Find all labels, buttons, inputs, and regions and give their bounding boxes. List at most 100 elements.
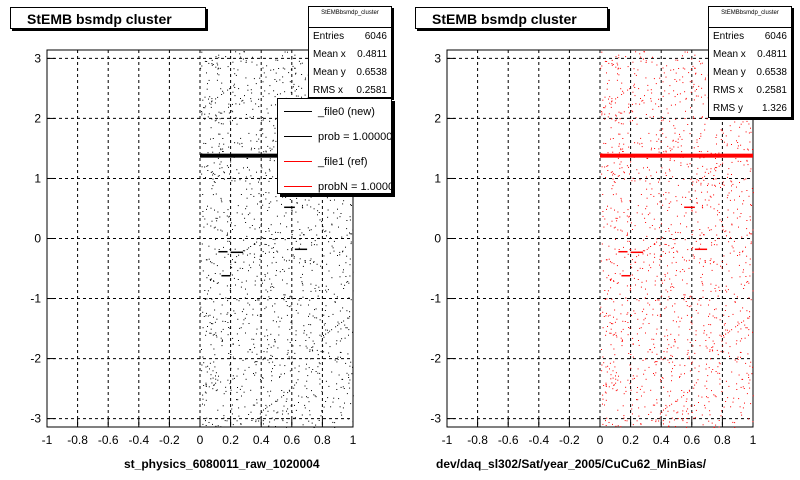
- data-point: [281, 203, 282, 205]
- data-point: [646, 293, 648, 295]
- data-point: [608, 113, 610, 115]
- data-point: [608, 258, 610, 260]
- data-point: [223, 212, 225, 213]
- data-point: [270, 346, 272, 348]
- data-point: [698, 299, 700, 301]
- data-point: [210, 332, 212, 334]
- data-point: [212, 151, 214, 153]
- data-point: [645, 114, 647, 115]
- data-point: [229, 249, 231, 251]
- data-point: [342, 386, 344, 388]
- data-point: [723, 406, 725, 408]
- data-point: [746, 372, 748, 374]
- data-point: [222, 270, 224, 272]
- data-point: [725, 380, 727, 382]
- data-point: [304, 79, 306, 81]
- data-point: [222, 148, 224, 150]
- data-point: [229, 327, 231, 329]
- data-point: [695, 95, 697, 97]
- data-point: [602, 311, 604, 313]
- data-point: [245, 222, 247, 223]
- data-point: [243, 391, 245, 393]
- data-point: [290, 405, 292, 407]
- data-point: [629, 249, 631, 251]
- data-point: [213, 301, 215, 303]
- data-point: [683, 259, 685, 261]
- data-point: [339, 276, 341, 278]
- data-point: [309, 195, 311, 197]
- data-point: [602, 394, 604, 396]
- data-point: [706, 168, 708, 170]
- data-point: [268, 93, 270, 95]
- data-point: [210, 103, 212, 105]
- data-point: [336, 389, 338, 390]
- data-point: [261, 411, 263, 413]
- data-point: [750, 205, 752, 206]
- data-point: [634, 261, 636, 263]
- data-point: [736, 186, 737, 188]
- data-point: [255, 83, 257, 85]
- data-point: [337, 359, 339, 360]
- data-point: [723, 255, 725, 257]
- data-point: [613, 385, 615, 386]
- data-point: [276, 270, 277, 272]
- data-point: [334, 422, 336, 424]
- data-point: [710, 358, 711, 360]
- data-point: [715, 308, 717, 310]
- data-point: [686, 418, 688, 419]
- data-point: [663, 386, 665, 388]
- data-point: [336, 361, 338, 363]
- data-point: [675, 72, 677, 74]
- data-point: [693, 256, 695, 258]
- data-point: [329, 330, 331, 332]
- data-point: [734, 199, 735, 201]
- data-point: [217, 175, 219, 177]
- data-point: [295, 330, 297, 332]
- data-point: [716, 244, 718, 246]
- data-point: [291, 234, 293, 236]
- data-point: [301, 414, 303, 416]
- data-point: [274, 341, 276, 343]
- data-point: [215, 372, 217, 374]
- data-point: [606, 61, 608, 62]
- right-stats-rms-x: RMS x 0.2581: [713, 85, 787, 96]
- data-point: [647, 166, 648, 168]
- data-point: [243, 167, 244, 169]
- data-point: [211, 98, 213, 100]
- data-point: [339, 216, 341, 218]
- data-point: [645, 358, 647, 360]
- data-point: [715, 371, 717, 372]
- data-point: [206, 371, 208, 373]
- data-point: [674, 303, 676, 305]
- data-point: [202, 215, 204, 217]
- data-point: [670, 224, 672, 226]
- data-point: [749, 219, 751, 221]
- data-point: [301, 206, 303, 208]
- data-point: [204, 290, 206, 291]
- data-point: [648, 323, 650, 324]
- data-point: [629, 327, 631, 329]
- data-point: [238, 344, 240, 346]
- data-point: [232, 91, 234, 93]
- data-point: [607, 315, 609, 317]
- data-point: [265, 306, 267, 308]
- data-point: [699, 234, 701, 236]
- left-stats-mean-x: Mean x 0.4811: [313, 49, 387, 60]
- data-point: [732, 183, 734, 185]
- data-point: [635, 51, 637, 53]
- data-point: [625, 386, 627, 388]
- data-point: [260, 238, 262, 240]
- data-point: [617, 211, 619, 213]
- data-point: [689, 390, 691, 392]
- data-point: [283, 299, 285, 301]
- data-point: [323, 335, 324, 336]
- data-point: [627, 209, 629, 211]
- left-stats-mean-y: Mean y 0.6538: [313, 67, 387, 78]
- data-point: [302, 204, 303, 206]
- data-point: [610, 332, 612, 334]
- data-point: [350, 241, 352, 243]
- data-point: [292, 230, 294, 232]
- data-point: [207, 170, 209, 171]
- data-point: [686, 163, 688, 165]
- data-point: [297, 379, 299, 381]
